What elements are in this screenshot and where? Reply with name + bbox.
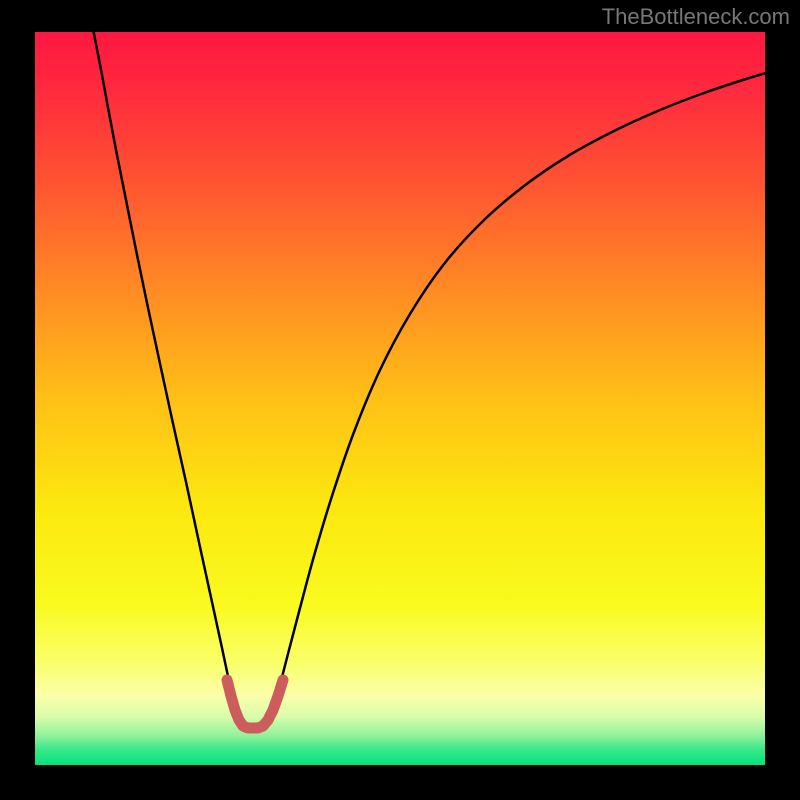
chart-container: TheBottleneck.com (0, 0, 800, 800)
plot-background (35, 32, 765, 765)
chart-svg (0, 0, 800, 800)
watermark-text: TheBottleneck.com (602, 4, 790, 30)
